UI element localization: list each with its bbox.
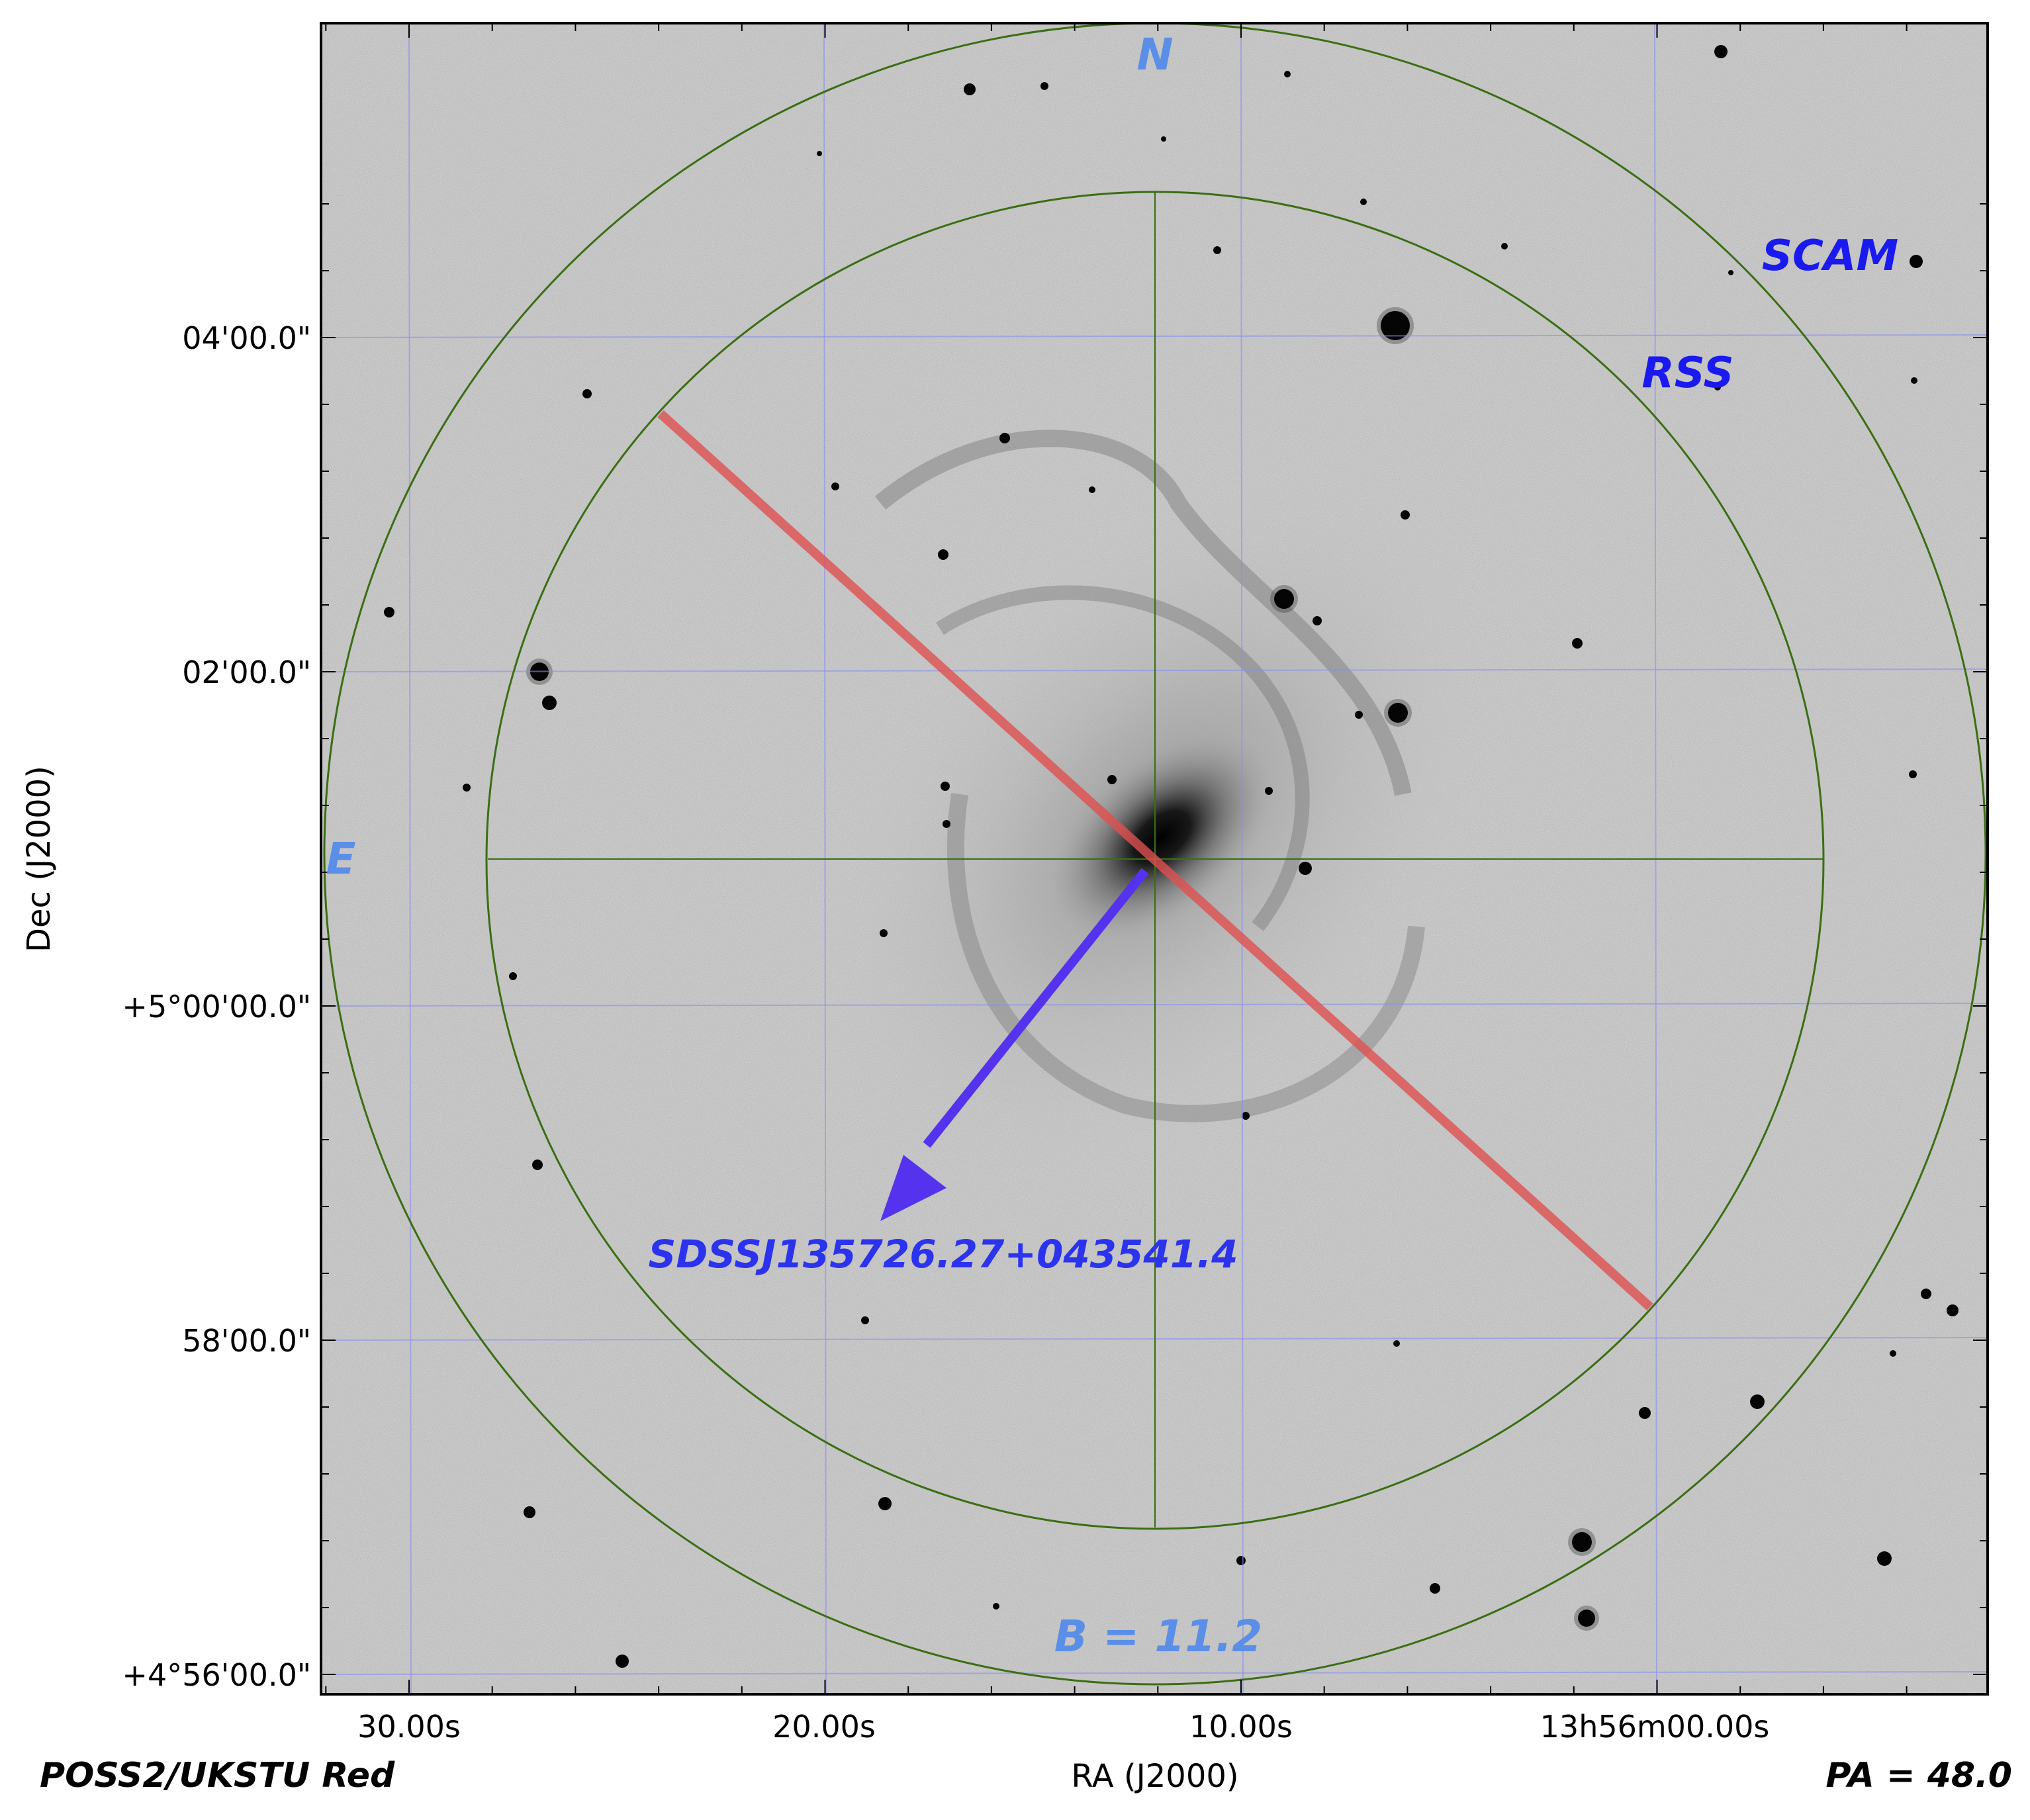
star — [1388, 703, 1408, 723]
star — [817, 151, 822, 156]
y-tick-label: 58'00.0" — [182, 1323, 311, 1359]
star — [1947, 1304, 1959, 1316]
star — [1714, 45, 1728, 58]
star — [878, 1497, 892, 1510]
star — [1401, 510, 1410, 520]
y-tick-label: +4°56'00.0" — [122, 1657, 311, 1693]
star — [1877, 1551, 1892, 1566]
star — [1909, 770, 1917, 778]
galaxy-core — [1048, 732, 1275, 942]
sky-image — [321, 23, 1988, 1694]
star — [1284, 71, 1291, 77]
star — [964, 83, 976, 95]
star — [1639, 1407, 1651, 1419]
ra-grid-line — [408, 23, 412, 1694]
magnitude-label: B = 11.2 — [1054, 1611, 1262, 1662]
star — [943, 820, 950, 828]
star — [1393, 1340, 1400, 1347]
x-tick-label: 20.00s — [772, 1709, 876, 1745]
target-arrow — [923, 868, 1149, 1148]
star — [1572, 638, 1583, 649]
star — [1381, 311, 1410, 340]
star — [861, 1316, 869, 1324]
y-tick-label: 02'00.0" — [182, 655, 311, 690]
dec-grid-line — [321, 1671, 1988, 1675]
star — [1911, 377, 1917, 384]
star — [1236, 1556, 1246, 1565]
star — [880, 929, 888, 937]
survey-label: POSS2/UKSTU Red — [40, 1756, 395, 1796]
star — [1728, 270, 1733, 275]
star — [1714, 384, 1721, 390]
star — [1355, 711, 1363, 719]
star — [509, 972, 517, 980]
axis-ticks — [321, 23, 1988, 1694]
galaxy-spiral-arm — [947, 793, 1425, 1122]
y-tick-label: 04'00.0" — [182, 320, 311, 356]
star — [1089, 486, 1095, 493]
star — [1265, 787, 1273, 795]
star — [941, 782, 950, 791]
star — [384, 607, 394, 617]
position-angle-label: PA = 48.0 — [1825, 1756, 2012, 1796]
compass-east-label: E — [326, 833, 355, 884]
star — [463, 784, 471, 792]
star — [993, 1603, 999, 1610]
star — [938, 549, 948, 560]
star — [1921, 1289, 1931, 1299]
star — [1578, 1610, 1595, 1627]
star — [582, 389, 592, 398]
star — [1161, 136, 1166, 142]
star — [1750, 1394, 1765, 1409]
star — [1890, 1350, 1896, 1357]
field-stars — [384, 45, 1959, 1668]
star — [1107, 775, 1117, 784]
y-axis-label: Dec (J2000) — [21, 766, 58, 952]
x-tick-label: 13h56m00.00s — [1540, 1709, 1770, 1745]
star — [1360, 199, 1367, 205]
star — [1910, 255, 1923, 268]
star — [999, 433, 1010, 443]
star — [524, 1506, 535, 1518]
rss-label: RSS — [1641, 349, 1733, 398]
galaxy-spiral-arm — [936, 585, 1310, 931]
x-axis-label: RA (J2000) — [1071, 1758, 1238, 1795]
star — [532, 1160, 543, 1170]
star — [1274, 589, 1294, 609]
star — [831, 482, 839, 490]
star — [1501, 243, 1508, 250]
star — [1242, 1112, 1250, 1120]
target-name-label: SDSSJ135726.27+043541.4 — [649, 1232, 1238, 1277]
star — [616, 1655, 629, 1668]
star — [1430, 1583, 1440, 1594]
star — [1313, 616, 1322, 625]
star — [1213, 246, 1221, 254]
star — [1040, 82, 1048, 90]
star — [1572, 1532, 1592, 1552]
scam-field-circle — [323, 23, 1987, 1686]
compass-north-label: N — [1136, 29, 1173, 80]
x-tick-label: 30.00s — [357, 1709, 461, 1745]
x-tick-label: 10.00s — [1189, 1709, 1293, 1745]
galaxy-spiral-arm — [874, 430, 1412, 796]
star — [1299, 862, 1312, 875]
slit-line — [657, 410, 1653, 1311]
plot-frame — [320, 22, 1989, 1696]
target-arrow-head — [880, 1155, 946, 1221]
galaxy — [807, 430, 1509, 1193]
scam-label: SCAM — [1762, 232, 1898, 281]
y-tick-label: +5°00'00.0" — [122, 989, 311, 1024]
star — [542, 696, 557, 710]
